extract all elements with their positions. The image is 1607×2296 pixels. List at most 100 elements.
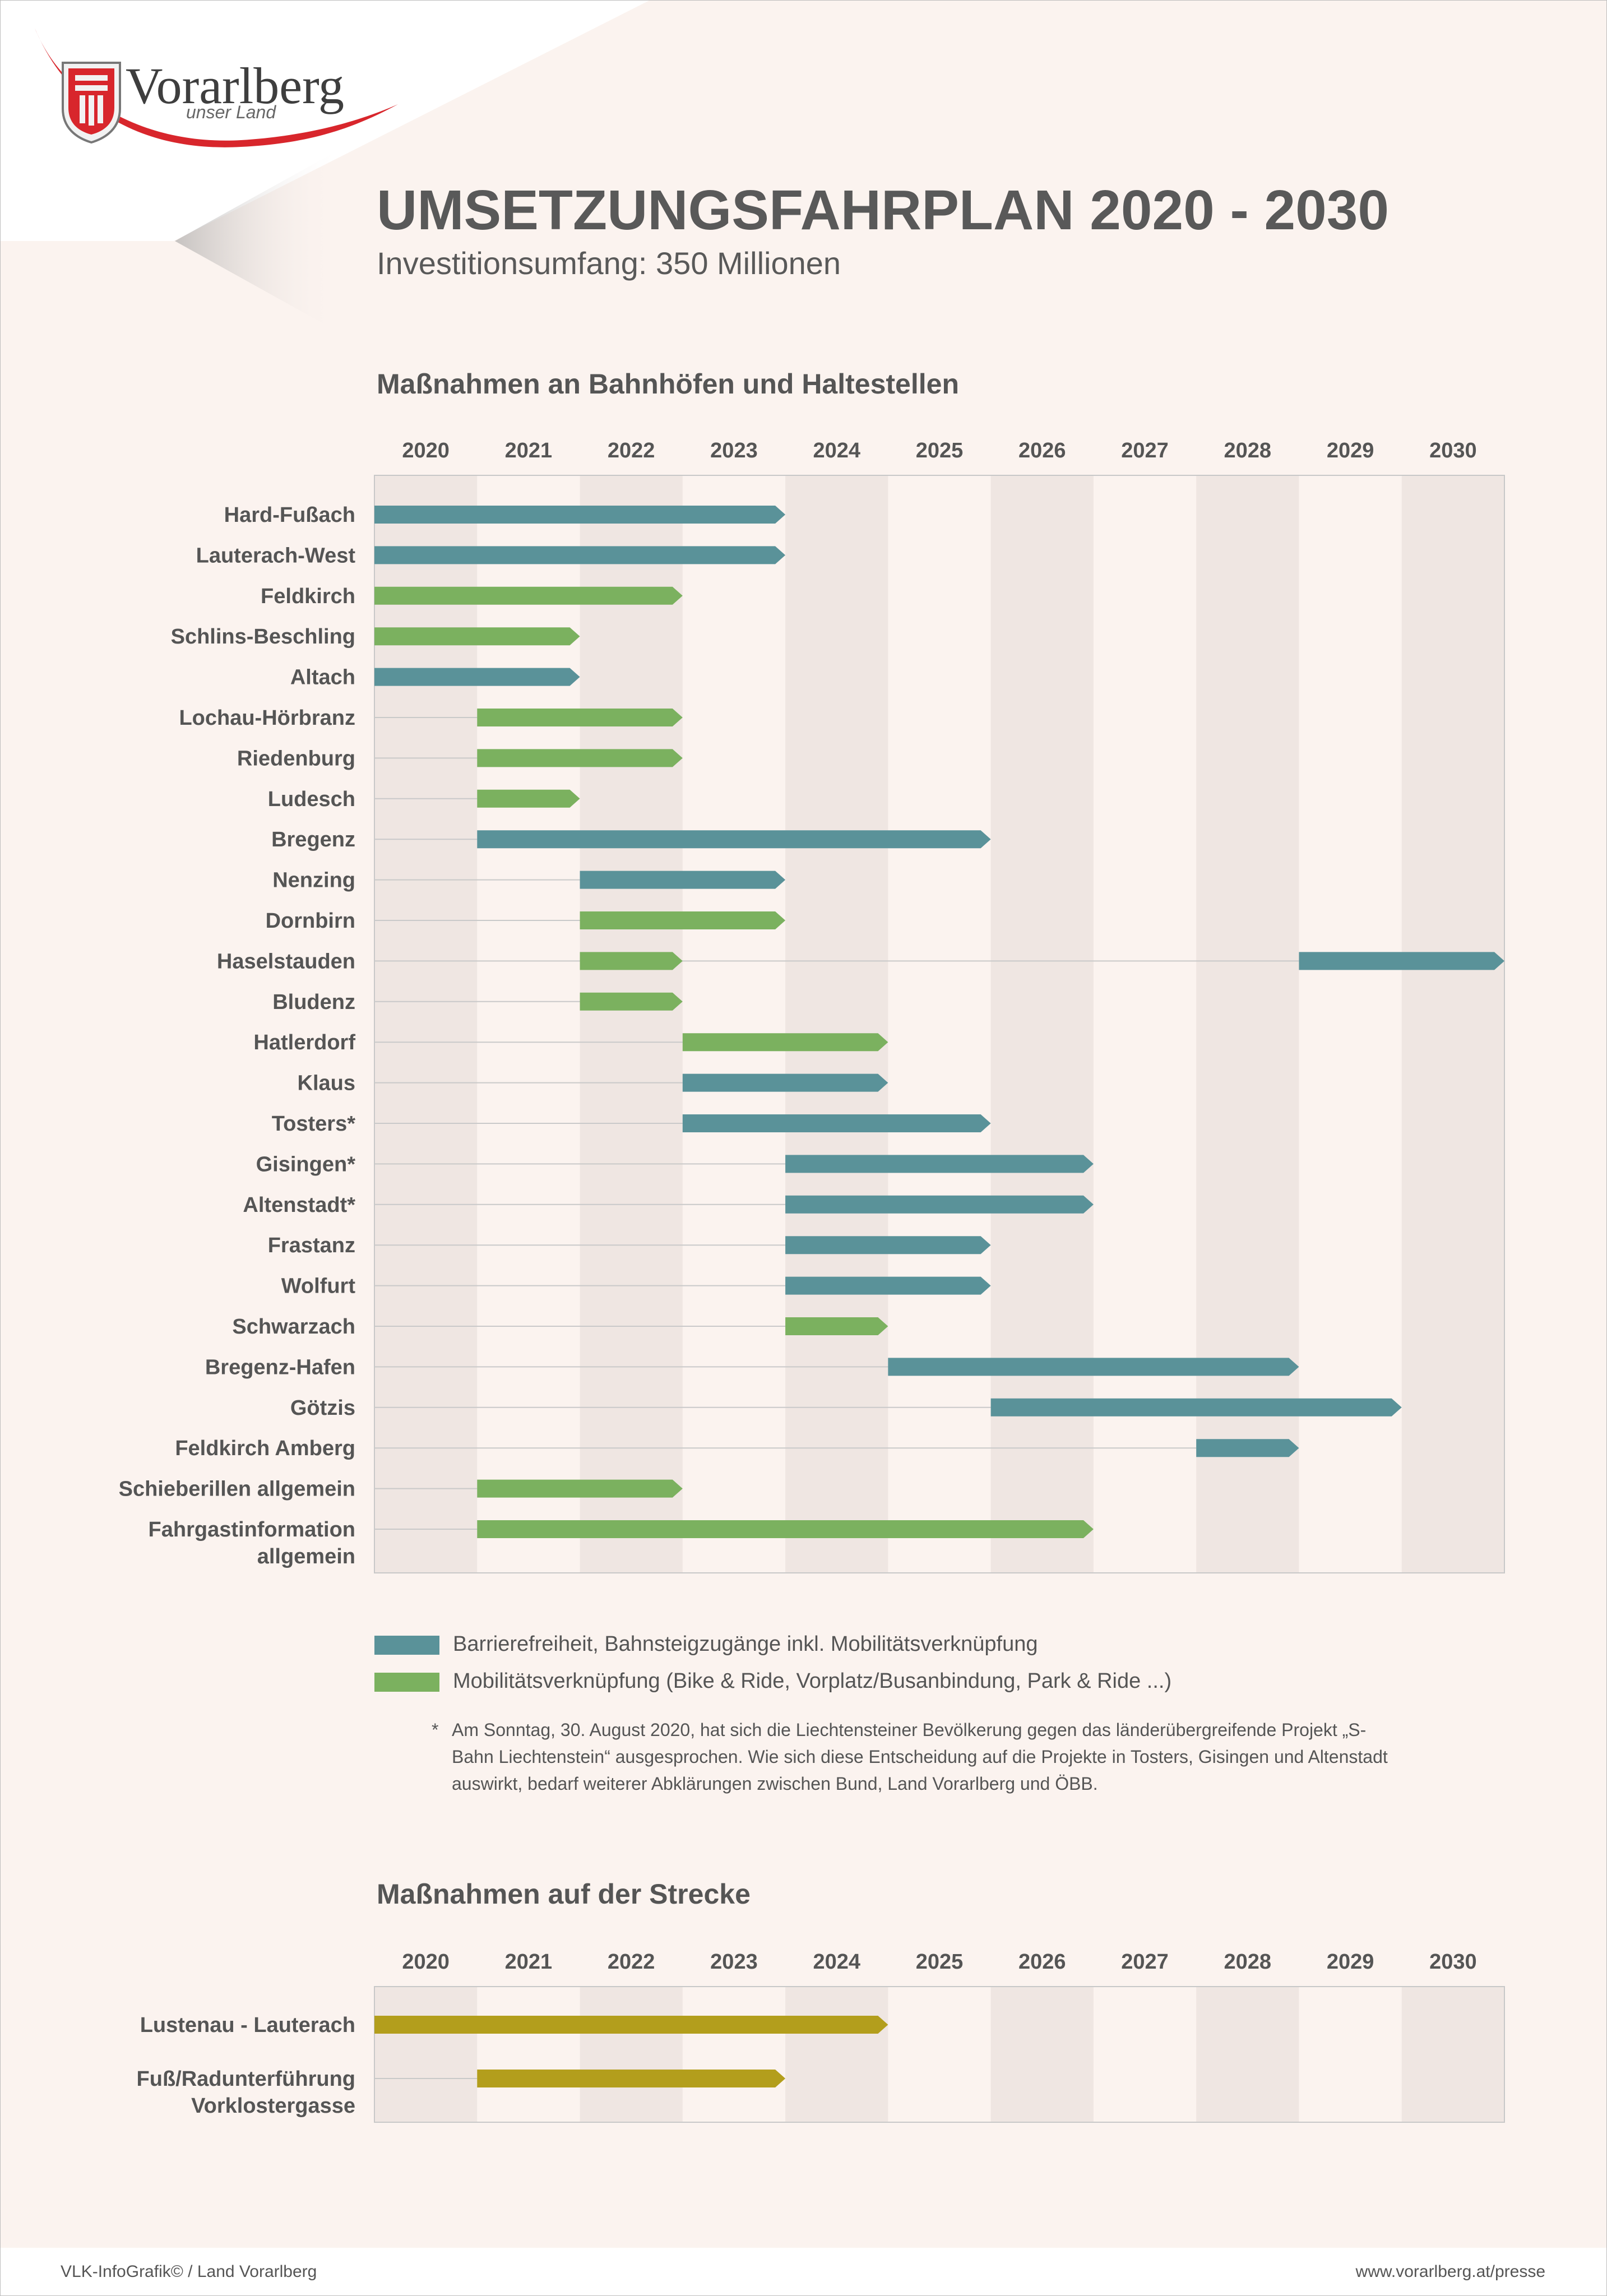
gantt-bar bbox=[580, 992, 683, 1011]
gantt-bar bbox=[374, 627, 580, 646]
gantt-bar bbox=[477, 830, 991, 849]
gantt-bar bbox=[477, 1479, 683, 1498]
coat-of-arms-icon bbox=[62, 62, 121, 144]
section-title-stations: Maßnahmen an Bahnhöfen und Haltestellen bbox=[377, 368, 959, 400]
row-label: Lauterach-West bbox=[196, 544, 356, 567]
row-label: Fuß/Radunterführung bbox=[137, 2067, 355, 2091]
gantt-bar bbox=[374, 668, 580, 686]
gantt-bar bbox=[580, 871, 786, 889]
row-label: Feldkirch bbox=[261, 585, 355, 608]
gantt-bar bbox=[580, 911, 786, 929]
gantt-bar bbox=[374, 586, 683, 605]
year-band bbox=[1401, 475, 1504, 1573]
year-tick-label: 2024 bbox=[813, 439, 860, 462]
section-title-track: Maßnahmen auf der Strecke bbox=[377, 1878, 751, 1910]
year-band bbox=[580, 1987, 683, 2122]
year-tick-label: 2025 bbox=[916, 1950, 964, 1974]
page-subtitle: Investitionsumfang: 350 Millionen bbox=[377, 246, 841, 281]
row-label: Bregenz-Hafen bbox=[205, 1355, 355, 1379]
row-label: Feldkirch Amberg bbox=[175, 1437, 355, 1460]
year-band bbox=[990, 475, 1094, 1573]
gantt-chart-track: 2020 2021 2022 2023 2024 2025 2026 2027 2028 2029… bbox=[137, 1950, 1505, 2123]
gantt-bar bbox=[785, 1195, 1094, 1214]
logo-wordmark: Vorarlberg bbox=[126, 57, 345, 114]
gantt-bar-extra bbox=[1299, 952, 1504, 970]
year-tick-label: 2028 bbox=[1224, 439, 1272, 462]
legend-swatch-mobility bbox=[374, 1673, 439, 1692]
footer-credit: VLK-InfoGrafik© / Land Vorarlberg bbox=[61, 2262, 317, 2281]
row-label: Bregenz bbox=[271, 828, 355, 851]
chart-frame bbox=[374, 1986, 1505, 2123]
footer-link[interactable]: www.vorarlberg.at/presse bbox=[1355, 2262, 1545, 2281]
year-band bbox=[374, 475, 478, 1573]
year-tick-label: 2020 bbox=[402, 1950, 450, 1974]
row-label: Nenzing bbox=[272, 869, 355, 892]
year-tick-label: 2028 bbox=[1224, 1950, 1272, 1974]
year-band bbox=[990, 1987, 1094, 2122]
row-label: Haselstauden bbox=[217, 950, 355, 973]
footnote-mark: * bbox=[432, 1720, 439, 1740]
legend-label-barrier: Barrierefreiheit, Bahnsteigzugänge inkl.… bbox=[453, 1632, 1038, 1656]
year-tick-label: 2024 bbox=[813, 1950, 860, 1974]
year-tick-label: 2026 bbox=[1018, 1950, 1066, 1974]
gantt-bar bbox=[477, 709, 683, 726]
gantt-bar bbox=[477, 789, 580, 808]
year-band bbox=[374, 1987, 478, 2122]
row-label: Wolfurt bbox=[281, 1275, 356, 1298]
row-label: Vorklostergasse bbox=[191, 2094, 355, 2118]
gantt-bar bbox=[477, 749, 683, 767]
year-tick-label: 2030 bbox=[1429, 439, 1477, 462]
year-tick-label: 2022 bbox=[608, 439, 655, 462]
row-label: Fahrgastinformation bbox=[149, 1518, 355, 1542]
gantt-bar bbox=[888, 1358, 1299, 1376]
year-band bbox=[1196, 475, 1299, 1573]
year-band bbox=[1196, 1987, 1299, 2122]
gantt-bar bbox=[477, 1520, 1094, 1538]
year-tick-label: 2027 bbox=[1121, 1950, 1169, 1974]
row-label: Altach bbox=[290, 666, 355, 689]
row-label: Hatlerdorf bbox=[253, 1031, 355, 1054]
year-tick-label: 2022 bbox=[608, 1950, 655, 1974]
legend-label-mobility: Mobilitätsverknüpfung (Bike & Ride, Vorp… bbox=[453, 1669, 1172, 1693]
row-label: Klaus bbox=[298, 1072, 355, 1095]
footnote-text: Am Sonntag, 30. August 2020, hat sich di… bbox=[452, 1720, 1388, 1794]
row-label: allgemein bbox=[257, 1545, 355, 1568]
gantt-bar bbox=[1196, 1439, 1299, 1457]
row-label: Ludesch bbox=[268, 788, 355, 811]
page-title: UMSETZUNGSFAHRPLAN 2020 - 2030 bbox=[377, 179, 1390, 242]
gantt-bar bbox=[990, 1398, 1402, 1417]
year-tick-label: 2029 bbox=[1327, 439, 1374, 462]
row-label: Götzis bbox=[290, 1396, 355, 1420]
year-band bbox=[785, 475, 888, 1573]
gantt-bar bbox=[785, 1236, 991, 1255]
year-tick-label: 2029 bbox=[1327, 1950, 1374, 1974]
gantt-bar bbox=[682, 1114, 991, 1132]
legend-swatch-barrier bbox=[374, 1636, 439, 1655]
row-label: Schwarzach bbox=[232, 1315, 355, 1339]
gantt-bar bbox=[580, 952, 683, 970]
row-label: Bludenz bbox=[272, 990, 355, 1014]
gantt-bar bbox=[374, 506, 786, 524]
gantt-bar bbox=[374, 546, 786, 564]
row-label: Gisingen* bbox=[256, 1152, 356, 1176]
gantt-bar bbox=[477, 2070, 786, 2087]
gantt-bar bbox=[374, 2016, 888, 2034]
row-label: Lustenau - Lauterach bbox=[140, 2013, 355, 2037]
row-label: Riedenburg bbox=[237, 747, 355, 770]
year-tick-label: 2023 bbox=[710, 439, 758, 462]
year-tick-label: 2026 bbox=[1018, 439, 1066, 462]
row-label: Hard-Fußach bbox=[224, 503, 355, 527]
row-label: Schlins-Beschling bbox=[171, 625, 355, 649]
year-tick-label: 2021 bbox=[505, 439, 553, 462]
gantt-chart-stations: 2020 2021 2022 2023 2024 2025 2026 2027 2028 2029… bbox=[119, 439, 1505, 1573]
row-label: Altenstadt* bbox=[243, 1193, 355, 1217]
row-label: Lochau-Hörbranz bbox=[179, 706, 355, 730]
row-label: Schieberillen allgemein bbox=[119, 1478, 355, 1501]
year-tick-label: 2030 bbox=[1429, 1950, 1477, 1974]
row-label: Dornbirn bbox=[266, 909, 355, 933]
year-band bbox=[785, 1987, 888, 2122]
row-label: Frastanz bbox=[268, 1234, 355, 1257]
row-label: Tosters* bbox=[272, 1112, 355, 1136]
year-tick-label: 2023 bbox=[710, 1950, 758, 1974]
